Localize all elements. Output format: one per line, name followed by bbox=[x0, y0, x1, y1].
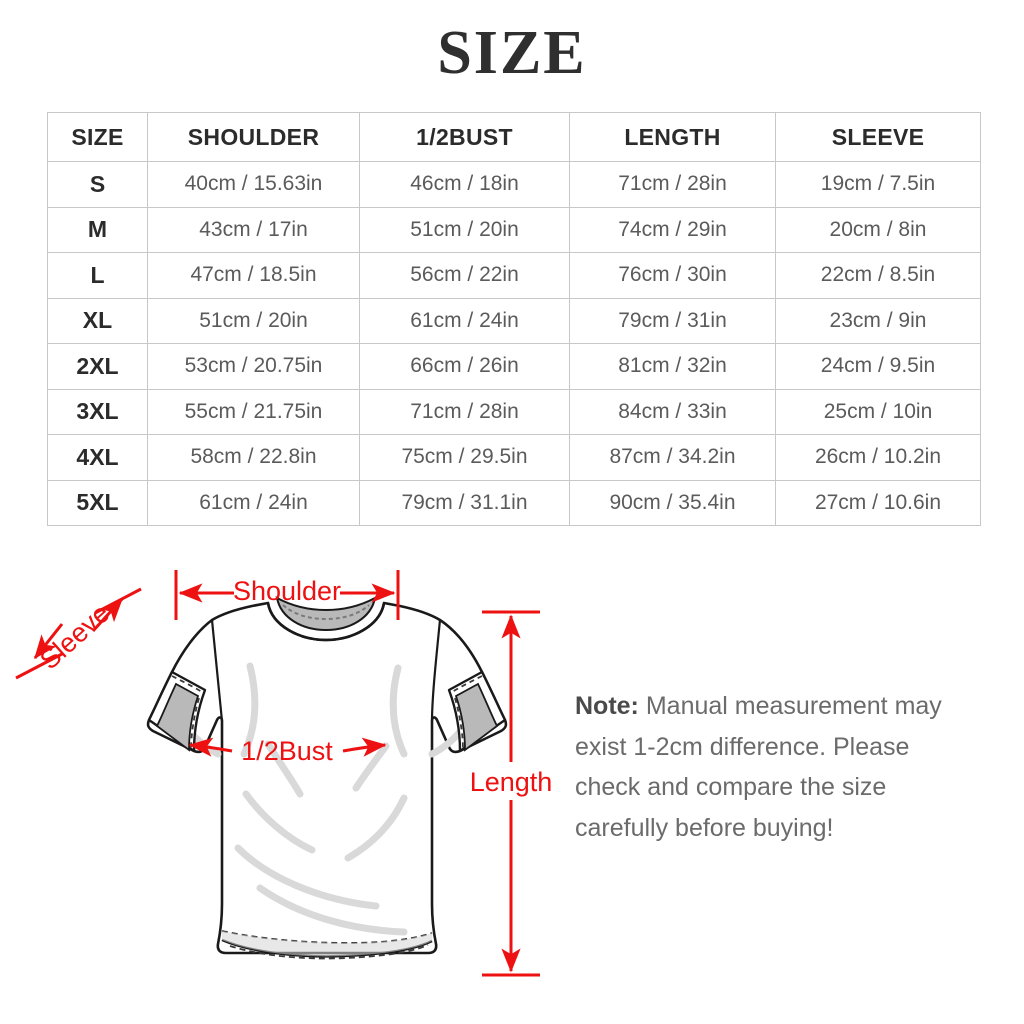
tshirt-measurement-diagram: Shoulder Sleeve 1/2Bust bbox=[0, 548, 560, 1018]
shirt-hem-band bbox=[222, 931, 432, 957]
cell-size: 5XL bbox=[47, 479, 148, 526]
cell-shoulder: 61cm / 24in bbox=[147, 479, 360, 526]
table-row: 4XL 58cm / 22.8in 75cm / 29.5in 87cm / 3… bbox=[47, 434, 981, 481]
cell-length: 84cm / 33in bbox=[569, 388, 776, 435]
table-header-row: SIZE SHOULDER 1/2BUST LENGTH SLEEVE bbox=[47, 112, 981, 162]
measurement-note: Note: Manual measurement may exist 1-2cm… bbox=[575, 686, 975, 848]
column-header-sleeve: SLEEVE bbox=[775, 112, 981, 162]
cell-bust: 75cm / 29.5in bbox=[359, 434, 570, 481]
cell-length: 71cm / 28in bbox=[569, 161, 776, 208]
cell-sleeve: 20cm / 8in bbox=[775, 206, 981, 253]
column-header-bust: 1/2BUST bbox=[359, 112, 570, 162]
table-row: M 43cm / 17in 51cm / 20in 74cm / 29in 20… bbox=[47, 206, 981, 253]
cell-length: 76cm / 30in bbox=[569, 252, 776, 299]
bust-label: 1/2Bust bbox=[241, 736, 333, 766]
cell-bust: 61cm / 24in bbox=[359, 297, 570, 344]
cell-size: 2XL bbox=[47, 343, 148, 390]
note-text: Manual measurement may exist 1-2cm diffe… bbox=[575, 692, 942, 842]
bust-measurement-annotation: 1/2Bust bbox=[188, 736, 387, 766]
cell-sleeve: 19cm / 7.5in bbox=[775, 161, 981, 208]
bust-arrow-right bbox=[342, 737, 387, 757]
cell-size: S bbox=[47, 161, 148, 208]
length-label: Length bbox=[470, 767, 553, 797]
shirt-hem-stitch bbox=[229, 944, 429, 960]
cell-sleeve: 22cm / 8.5in bbox=[775, 252, 981, 299]
cell-shoulder: 53cm / 20.75in bbox=[147, 343, 360, 390]
sleeve-cuff-left-stitch bbox=[171, 675, 203, 693]
shirt-hem-fold bbox=[221, 930, 433, 944]
cell-shoulder: 43cm / 17in bbox=[147, 206, 360, 253]
sleeve-arrow-up bbox=[91, 597, 124, 633]
shirt-fabric-shading bbox=[180, 662, 470, 936]
tshirt-illustration bbox=[146, 596, 508, 960]
cell-bust: 56cm / 22in bbox=[359, 252, 570, 299]
note-label: Note: bbox=[575, 692, 639, 720]
cell-bust: 66cm / 26in bbox=[359, 343, 570, 390]
shoulder-label: Shoulder bbox=[233, 576, 341, 606]
table-body: S 40cm / 15.63in 46cm / 18in 71cm / 28in… bbox=[47, 161, 981, 526]
page-title: SIZE bbox=[437, 19, 587, 87]
table-row: XL 51cm / 20in 61cm / 24in 79cm / 31in 2… bbox=[47, 297, 981, 344]
bust-arrow-left bbox=[188, 737, 233, 757]
shirt-body-outline bbox=[146, 601, 508, 955]
cell-shoulder: 47cm / 18.5in bbox=[147, 252, 360, 299]
sleeve-measurement-annotation: Sleeve bbox=[15, 587, 142, 680]
sleeve-cuff-right-stitch bbox=[451, 675, 483, 693]
sleeve-cuff-right-inner bbox=[454, 682, 499, 752]
cell-bust: 71cm / 28in bbox=[359, 388, 570, 435]
cell-bust: 51cm / 20in bbox=[359, 206, 570, 253]
column-header-shoulder: SHOULDER bbox=[147, 112, 360, 162]
sleeve-cuff-right-stitch2 bbox=[454, 697, 464, 751]
table-row: L 47cm / 18.5in 56cm / 22in 76cm / 30in … bbox=[47, 252, 981, 299]
cell-sleeve: 26cm / 10.2in bbox=[775, 434, 981, 481]
table-row: S 40cm / 15.63in 46cm / 18in 71cm / 28in… bbox=[47, 161, 981, 208]
cell-sleeve: 27cm / 10.6in bbox=[775, 479, 981, 526]
cell-size: 4XL bbox=[47, 434, 148, 481]
cell-shoulder: 55cm / 21.75in bbox=[147, 388, 360, 435]
cell-sleeve: 25cm / 10in bbox=[775, 388, 981, 435]
cell-length: 74cm / 29in bbox=[569, 206, 776, 253]
collar-rib-line bbox=[282, 604, 370, 621]
cell-length: 90cm / 35.4in bbox=[569, 479, 776, 526]
size-table: SIZE SHOULDER 1/2BUST LENGTH SLEEVE S 40… bbox=[47, 112, 981, 526]
cell-size: 3XL bbox=[47, 388, 148, 435]
sleeve-label: Sleeve bbox=[34, 598, 115, 676]
sleeve-arrow-down bbox=[33, 623, 64, 660]
cell-sleeve: 24cm / 9.5in bbox=[775, 343, 981, 390]
cell-length: 79cm / 31in bbox=[569, 297, 776, 344]
length-measurement-annotation: Length bbox=[470, 610, 553, 977]
cell-bust: 79cm / 31.1in bbox=[359, 479, 570, 526]
cell-size: XL bbox=[47, 297, 148, 344]
cell-length: 87cm / 34.2in bbox=[569, 434, 776, 481]
table-row: 3XL 55cm / 21.75in 71cm / 28in 84cm / 33… bbox=[47, 388, 981, 435]
cell-shoulder: 58cm / 22.8in bbox=[147, 434, 360, 481]
shoulder-measurement-annotation: Shoulder bbox=[174, 570, 400, 620]
column-header-size: SIZE bbox=[47, 112, 148, 162]
collar-outer bbox=[266, 602, 386, 642]
cell-size: M bbox=[47, 206, 148, 253]
shoulder-seam-right bbox=[430, 619, 442, 722]
column-header-length: LENGTH bbox=[569, 112, 776, 162]
table-row: 5XL 61cm / 24in 79cm / 31.1in 90cm / 35.… bbox=[47, 479, 981, 526]
cell-length: 81cm / 32in bbox=[569, 343, 776, 390]
cell-sleeve: 23cm / 9in bbox=[775, 297, 981, 344]
table-header: SIZE SHOULDER 1/2BUST LENGTH SLEEVE bbox=[47, 112, 981, 162]
table-row: 2XL 53cm / 20.75in 66cm / 26in 81cm / 32… bbox=[47, 343, 981, 390]
cell-size: L bbox=[47, 252, 148, 299]
shoulder-seam-left bbox=[210, 619, 224, 722]
cell-bust: 46cm / 18in bbox=[359, 161, 570, 208]
cell-shoulder: 40cm / 15.63in bbox=[147, 161, 360, 208]
cell-shoulder: 51cm / 20in bbox=[147, 297, 360, 344]
